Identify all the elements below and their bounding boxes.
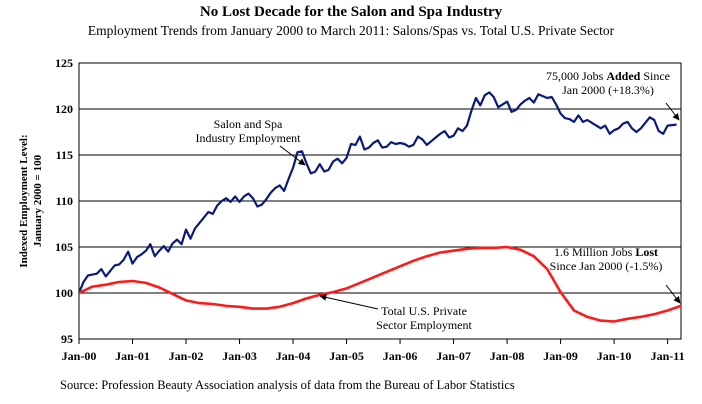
- x-tick-label: Jan-11: [651, 349, 685, 363]
- x-tick-label: Jan-10: [597, 349, 632, 363]
- jobs-lost-note-line: Since Jan 2000 (-1.5%): [550, 259, 663, 273]
- x-tick-label: Jan-08: [490, 349, 525, 363]
- x-tick-label: Jan-06: [383, 349, 418, 363]
- x-tick-label: Jan-05: [329, 349, 364, 363]
- y-tick-label: 125: [55, 56, 73, 70]
- y-axis-label: January 2000 = 100: [32, 154, 44, 247]
- y-tick-label: 120: [55, 102, 73, 116]
- jobs-added-arrow: [665, 102, 680, 121]
- x-tick-label: Jan-00: [62, 349, 97, 363]
- x-tick-label: Jan-02: [169, 349, 204, 363]
- x-tick-label: Jan-07: [436, 349, 471, 363]
- x-tick-label: Jan-03: [222, 349, 257, 363]
- salon-label-arrow: [279, 145, 306, 166]
- x-tick-label: Jan-09: [543, 349, 578, 363]
- private-label-arrow: [319, 293, 379, 310]
- jobs-added-note-line: 75,000 Jobs Added Since: [546, 69, 670, 83]
- salon-spa-series-line: [77, 91, 677, 294]
- y-tick-label: 105: [55, 240, 73, 254]
- y-tick-label: 100: [55, 286, 73, 300]
- chart-subtitle: Employment Trends from January 2000 to M…: [87, 23, 615, 38]
- y-tick-label: 95: [61, 332, 73, 346]
- plot-frame: [78, 62, 682, 340]
- jobs-lost-note-line: 1.6 Million Jobs Lost: [554, 245, 658, 259]
- x-tick-label: Jan-01: [115, 349, 150, 363]
- chart-title: No Lost Decade for the Salon and Spa Ind…: [199, 4, 503, 20]
- y-tick-label: 115: [56, 148, 73, 162]
- private-series-label-line: Sector Employment: [376, 318, 472, 332]
- jobs-added-note-line: Jan 2000 (+18.3%): [562, 83, 654, 97]
- salon-series-label-line: Industry Employment: [196, 131, 302, 145]
- source-note: Source: Profession Beauty Association an…: [60, 378, 515, 392]
- jobs-lost-arrow: [665, 284, 681, 304]
- y-axis-label: Indexed Employment Level:: [18, 134, 30, 267]
- x-tick-label: Jan-04: [276, 349, 311, 363]
- private-series-label-line: Total U.S. Private: [381, 304, 467, 318]
- salon-series-label-line: Salon and Spa: [214, 117, 283, 131]
- y-tick-label: 110: [56, 194, 73, 208]
- private-sector-series-line: [78, 245, 682, 323]
